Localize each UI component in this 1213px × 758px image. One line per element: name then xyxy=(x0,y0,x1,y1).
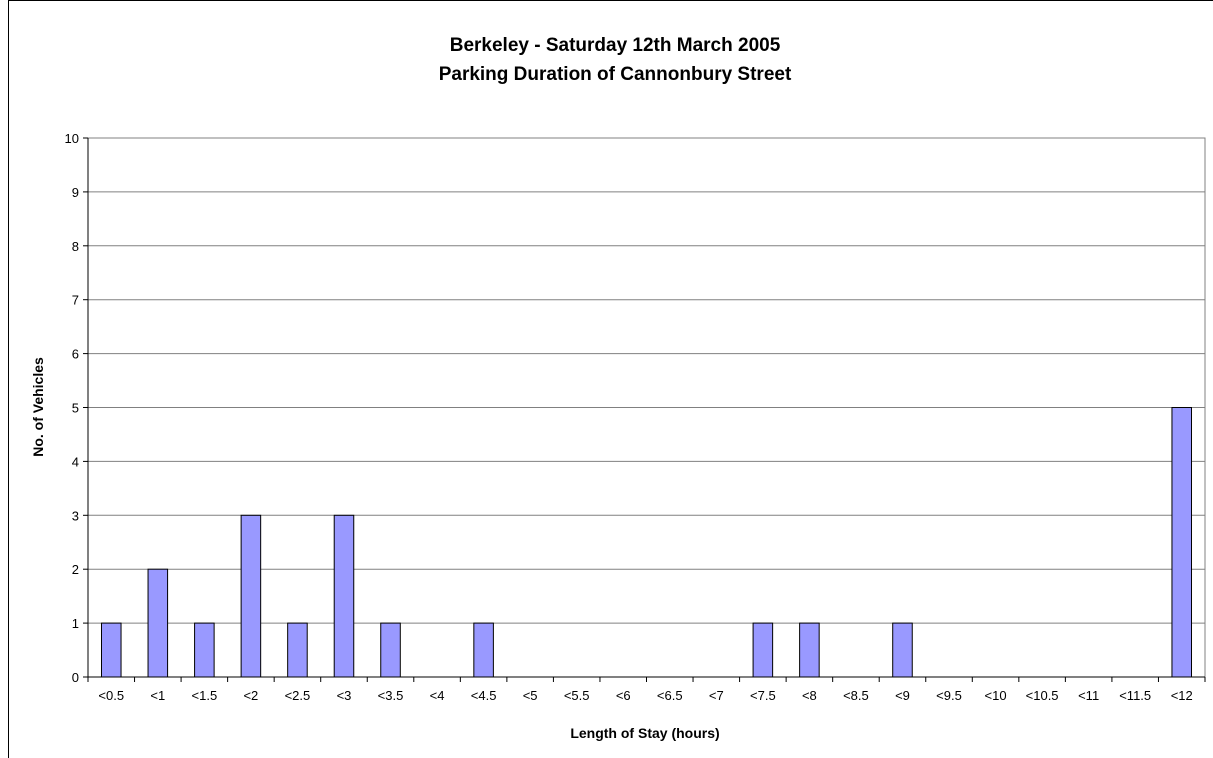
x-tick-label: <6.5 xyxy=(657,688,683,703)
axes: 0 1 2 3 4 5 6 7 8 9 10 <0.5 <1 <1.5 <2 <2.5 <3 <3.5 <4 <4.5… xyxy=(65,131,1206,703)
x-tick-label: <3.5 xyxy=(378,688,404,703)
y-tick-label: 3 xyxy=(72,508,79,523)
x-tick-label: <2.5 xyxy=(285,688,311,703)
y-tick-label: 4 xyxy=(72,454,79,469)
bars xyxy=(100,407,1193,678)
x-tick-label: <5 xyxy=(523,688,538,703)
chart-frame xyxy=(8,0,1213,758)
x-tick-label: <1.5 xyxy=(192,688,218,703)
bar xyxy=(100,622,122,678)
y-tick-label: 8 xyxy=(72,239,79,254)
bar xyxy=(799,622,820,678)
bar xyxy=(380,622,401,678)
x-tick-label: <6 xyxy=(616,688,631,703)
x-axis-title: Length of Stay (hours) xyxy=(570,725,719,741)
x-tick-label: <8 xyxy=(802,688,817,703)
x-tick-label: <5.5 xyxy=(564,688,590,703)
y-tick-label: 2 xyxy=(72,562,79,577)
x-tick-label: <12 xyxy=(1171,688,1193,703)
y-tick-label: 10 xyxy=(65,131,79,146)
y-tick-label: 6 xyxy=(72,347,79,362)
y-tick-label: 9 xyxy=(72,185,79,200)
x-tick-label: <3 xyxy=(337,688,352,703)
chart-title: Berkeley - Saturday 12th March 2005 xyxy=(450,35,781,56)
x-tick-label: <0.5 xyxy=(98,688,124,703)
x-tick-label: <9.5 xyxy=(936,688,962,703)
x-tick-label: <4.5 xyxy=(471,688,497,703)
bar xyxy=(1171,407,1193,678)
x-tick-label: <7 xyxy=(709,688,724,703)
x-tick-label: <11.5 xyxy=(1119,688,1151,703)
bar xyxy=(194,622,215,678)
bar xyxy=(473,622,494,678)
bar xyxy=(333,514,355,678)
bar xyxy=(287,622,308,678)
y-axis-title: No. of Vehicles xyxy=(30,357,46,457)
bar xyxy=(240,514,262,678)
x-tick-label: <10 xyxy=(985,688,1007,703)
x-tick-label: <8.5 xyxy=(843,688,869,703)
x-tick-label: <10.5 xyxy=(1026,688,1059,703)
bar xyxy=(752,622,774,678)
y-tick-label: 1 xyxy=(72,616,79,631)
x-tick-label: <2 xyxy=(243,688,258,703)
chart-subtitle: Parking Duration of Cannonbury Street xyxy=(439,64,792,85)
bar xyxy=(892,622,913,678)
y-tick-label: 7 xyxy=(72,293,79,308)
y-tick-label: 5 xyxy=(72,401,79,416)
x-tick-label: <1 xyxy=(150,688,165,703)
y-tick-label: 0 xyxy=(72,670,79,685)
x-tick-label: <9 xyxy=(895,688,910,703)
x-tick-label: <4 xyxy=(430,688,445,703)
bar xyxy=(147,568,169,678)
x-tick-label: <7.5 xyxy=(750,688,776,703)
x-tick-label: <11 xyxy=(1078,688,1099,703)
